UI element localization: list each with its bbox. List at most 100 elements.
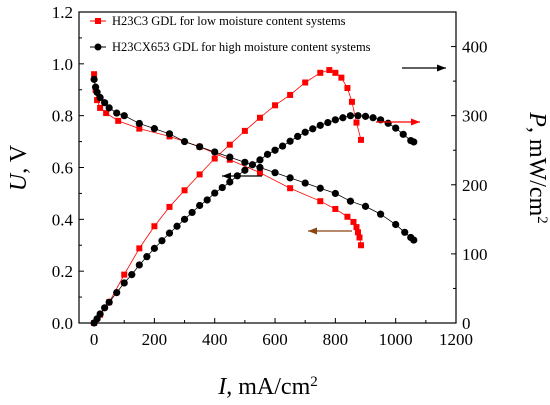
data-point-circle [346, 112, 355, 120]
data-point-circle [211, 189, 219, 197]
data-point-square [348, 98, 355, 105]
data-point-circle [294, 132, 302, 140]
legend: H23C3 GDL for low moisture content syste… [90, 14, 371, 54]
x-tick-label: 800 [323, 330, 349, 349]
data-point-square [356, 234, 363, 241]
data-point-circle [105, 298, 113, 306]
data-point-circle [203, 196, 211, 204]
data-point-square [91, 71, 98, 78]
data-point-circle [410, 138, 418, 146]
data-point-square [115, 117, 122, 124]
legend-marker-circle [94, 43, 102, 51]
data-point-circle [113, 288, 121, 297]
data-point-circle [401, 228, 409, 236]
series-h23cx653-power [90, 112, 418, 327]
data-point-circle [331, 116, 339, 124]
data-point-square [136, 245, 143, 252]
arrow-head [222, 172, 231, 180]
data-point-square [136, 125, 143, 132]
data-point-circle [346, 197, 355, 205]
y-left-tick-label: 1.0 [52, 55, 73, 74]
data-point-square [103, 110, 110, 117]
data-point-circle [120, 112, 128, 120]
arrow-to-right-axis [376, 118, 420, 126]
y-left-tick-label: 0.6 [52, 159, 73, 178]
series-h23c3-power [91, 67, 364, 326]
data-point-square [338, 74, 345, 81]
data-point-circle [96, 93, 104, 102]
data-point-square [332, 205, 339, 212]
data-point-square [317, 198, 324, 205]
data-point-circle [150, 244, 158, 252]
series-h23cx653-voltage [90, 75, 418, 244]
series-line [93, 69, 362, 324]
x-tick-label: 1000 [379, 330, 413, 349]
data-point-circle [128, 271, 136, 279]
data-point-square [287, 91, 294, 98]
x-axis-title: I, mA/cm2 [217, 374, 318, 400]
y-right-tick-label: 100 [462, 245, 488, 264]
data-point-circle [101, 304, 109, 312]
data-point-circle [316, 121, 324, 129]
y-left-tick-label: 0.0 [52, 314, 73, 333]
data-point-square [287, 185, 294, 192]
data-point-circle [339, 114, 347, 122]
data-point-square [344, 85, 351, 92]
data-point-circle [361, 112, 370, 120]
y-left-axis-title: U, V [6, 144, 32, 191]
data-point-circle [271, 169, 279, 177]
data-point-circle [150, 125, 158, 133]
data-point-circle [331, 189, 339, 198]
arrows-layer [222, 64, 446, 235]
data-point-circle [180, 215, 189, 223]
data-point-square [226, 141, 233, 148]
data-point-circle [410, 236, 418, 244]
data-point-square [151, 223, 158, 230]
y-right-tick-label: 200 [462, 176, 488, 195]
y-right-axis-ticks: 0 100 200 300 400 [451, 38, 488, 333]
data-point-circle [301, 179, 309, 187]
data-point-square [357, 136, 364, 143]
data-point-circle [211, 148, 219, 156]
data-point-circle [392, 220, 400, 229]
data-point-circle [354, 112, 362, 120]
y-right-axis-title: P, mW/cm2 [524, 111, 550, 223]
data-point-circle [165, 229, 174, 237]
data-point-square [256, 169, 263, 176]
plot-frame [78, 11, 457, 324]
data-point-circle [135, 119, 143, 128]
data-point-square [317, 69, 324, 76]
data-point-circle [399, 130, 407, 138]
x-tick-label: 600 [262, 330, 288, 349]
data-point-square [121, 271, 128, 278]
data-point-circle [96, 310, 104, 318]
data-point-square [353, 224, 360, 231]
y-left-tick-label: 0.4 [52, 210, 74, 229]
legend-entry-1: H23C3 GDL for low moisture content syste… [90, 14, 346, 28]
data-point-circle [188, 208, 196, 217]
data-point-circle [392, 124, 400, 132]
data-point-square [94, 97, 101, 104]
legend-label-1: H23C3 GDL for low moisture content syste… [112, 14, 346, 28]
data-point-square [166, 203, 173, 210]
data-point-circle [286, 174, 294, 182]
data-point-circle [135, 261, 143, 269]
arrow-head [308, 227, 317, 235]
data-point-circle [113, 109, 121, 117]
data-point-circle [196, 143, 204, 151]
data-point-circle [241, 158, 249, 166]
legend-entry-2: H23CX653 GDL for high moisture content s… [90, 40, 371, 54]
y-left-axis-ticks: 0.0 0.2 0.4 0.6 0.8 1.0 1.2 [52, 3, 84, 333]
data-point-circle [256, 156, 264, 164]
plot-area [78, 11, 457, 324]
y-left-tick-label: 0.8 [52, 107, 73, 126]
data-point-circle [158, 237, 166, 245]
data-point-square [350, 218, 357, 225]
data-point-circle [324, 118, 332, 127]
data-point-square [256, 114, 263, 121]
x-tick-label: 1200 [439, 330, 473, 349]
data-point-circle [90, 75, 98, 83]
arrow-to-right-axis [402, 64, 446, 72]
data-point-circle [101, 99, 109, 107]
